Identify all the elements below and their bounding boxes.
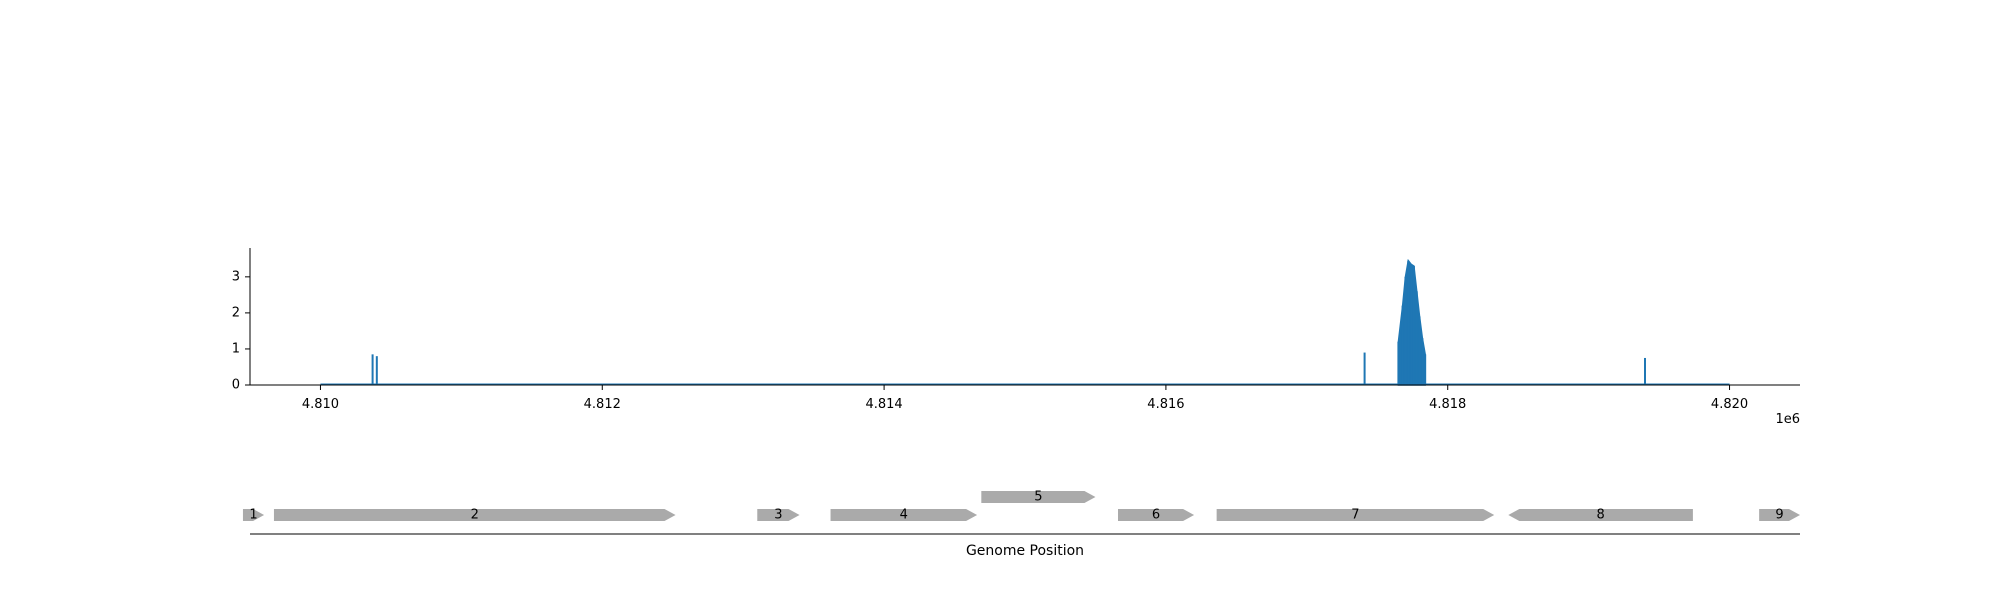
gene-7	[1216, 509, 1495, 521]
x-tick-label-4: 4.818	[1429, 397, 1466, 412]
gene-label-8: 8	[1596, 508, 1604, 523]
genes-layer: 1 2 3 4 5 6 7 8 9	[242, 490, 1800, 523]
gene-4	[830, 509, 978, 521]
x-tick-label-1: 4.812	[584, 397, 621, 412]
gene-2	[273, 509, 676, 521]
gene-1	[242, 509, 265, 521]
gene-3	[757, 509, 800, 521]
y-ticks: 0 1 2 3	[232, 269, 250, 393]
gene-label-1: 1	[249, 508, 257, 523]
x-tick-label-3: 4.816	[1147, 397, 1184, 412]
gene-label-7: 7	[1351, 508, 1359, 523]
y-tick-label-3: 3	[232, 269, 240, 284]
coverage-data-layer	[320, 258, 1730, 386]
x-tick-label-2: 4.814	[865, 397, 902, 412]
x-axis-label: Genome Position	[966, 543, 1084, 559]
gene-label-2: 2	[471, 508, 479, 523]
gene-label-3: 3	[774, 508, 782, 523]
gene-5	[981, 491, 1096, 503]
gene-label-5: 5	[1034, 490, 1042, 505]
y-tick-label-2: 2	[232, 305, 240, 320]
gene-9	[1759, 509, 1800, 521]
x-offset-label: 1e6	[1775, 412, 1800, 427]
gene-8	[1508, 509, 1693, 521]
gene-label-6: 6	[1152, 508, 1160, 523]
gene-label-4: 4	[900, 508, 908, 523]
gene-track: 1 2 3 4 5 6 7 8 9 Genome Position	[242, 490, 1800, 559]
x-tick-label-0: 4.810	[302, 397, 339, 412]
y-tick-label-0: 0	[232, 378, 240, 393]
x-ticks: 4.810 4.812 4.814 4.816 4.818 4.820	[302, 385, 1748, 412]
coverage-plot: 4.810 4.812 4.814 4.816 4.818 4.820 0 1 2 3 1e6	[232, 248, 1800, 427]
y-tick-label-1: 1	[232, 341, 240, 356]
gene-label-9: 9	[1775, 508, 1783, 523]
x-tick-label-5: 4.820	[1711, 397, 1748, 412]
gene-6	[1118, 509, 1195, 521]
